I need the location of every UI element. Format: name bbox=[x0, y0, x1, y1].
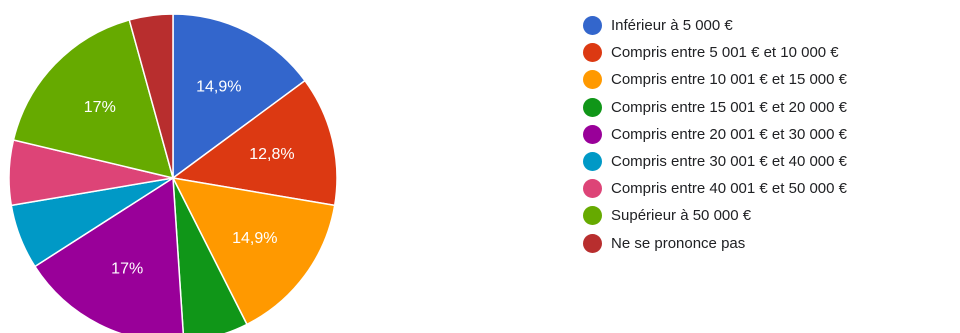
legend-label: Inférieur à 5 000 € bbox=[611, 17, 733, 35]
legend-swatch bbox=[583, 124, 602, 144]
pie-slice-9[interactable] bbox=[128, 13, 174, 179]
legend-label: Compris entre 10 001 € et 15 000 € bbox=[611, 71, 847, 89]
pie-slices bbox=[8, 13, 338, 333]
legend-label: Compris entre 5 001 € et 10 000 € bbox=[611, 44, 839, 62]
pie-slice-2[interactable] bbox=[171, 79, 338, 207]
legend-label: Ne se prononce pas bbox=[611, 234, 746, 252]
legend-swatch bbox=[583, 206, 602, 226]
legend-swatch bbox=[583, 16, 602, 36]
slice-value-label: 14,9% bbox=[232, 230, 277, 247]
legend-item[interactable]: Compris entre 15 001 € et 20 000 € bbox=[583, 94, 847, 121]
legend-item[interactable]: Compris entre 20 001 € et 30 000 € bbox=[583, 121, 847, 148]
legend-swatch bbox=[583, 179, 602, 199]
pie-slice-8[interactable] bbox=[12, 19, 175, 180]
legend-label: Supérieur à 50 000 € bbox=[611, 207, 752, 225]
legend-item[interactable]: Compris entre 30 001 € et 40 000 € bbox=[583, 148, 847, 175]
legend-label: Compris entre 20 001 € et 30 000 € bbox=[611, 125, 847, 143]
legend-swatch bbox=[583, 233, 602, 253]
legend-swatch bbox=[583, 70, 602, 90]
chart-legend: Inférieur à 5 000 € Compris entre 5 001 €… bbox=[583, 12, 847, 257]
legend-swatch bbox=[583, 43, 602, 63]
pie-slice-5[interactable] bbox=[33, 176, 184, 333]
slice-value-label: 17% bbox=[111, 260, 143, 277]
slice-value-label: 14,9% bbox=[196, 79, 241, 96]
legend-item[interactable]: Compris entre 5 001 € et 10 000 € bbox=[583, 39, 847, 66]
pie-slice-4[interactable] bbox=[172, 177, 248, 333]
legend-label: Compris entre 15 001 € et 20 000 € bbox=[611, 98, 847, 116]
slice-value-label: 12,8% bbox=[249, 146, 294, 163]
legend-item[interactable]: Compris entre 40 001 € et 50 000 € bbox=[583, 175, 847, 202]
pie-chart: 14,9% 12,8% 14,9% 17% 17% bbox=[8, 13, 338, 333]
slice-value-label: 17% bbox=[84, 99, 116, 116]
legend-swatch bbox=[583, 97, 602, 117]
pie-slice-3[interactable] bbox=[171, 177, 336, 326]
legend-label: Compris entre 30 001 € et 40 000 € bbox=[611, 153, 847, 171]
legend-item[interactable]: Ne se prononce pas bbox=[583, 230, 847, 257]
legend-item[interactable]: Compris entre 10 001 € et 15 000 € bbox=[583, 66, 847, 93]
pie-slice-labels: 14,9% 12,8% 14,9% 17% 17% bbox=[84, 79, 295, 278]
legend-item[interactable]: Supérieur à 50 000 € bbox=[583, 202, 847, 229]
legend-item[interactable]: Inférieur à 5 000 € bbox=[583, 12, 847, 39]
legend-label: Compris entre 40 001 € et 50 000 € bbox=[611, 180, 847, 198]
legend-swatch bbox=[583, 152, 602, 172]
pie-slice-1[interactable] bbox=[172, 13, 307, 180]
